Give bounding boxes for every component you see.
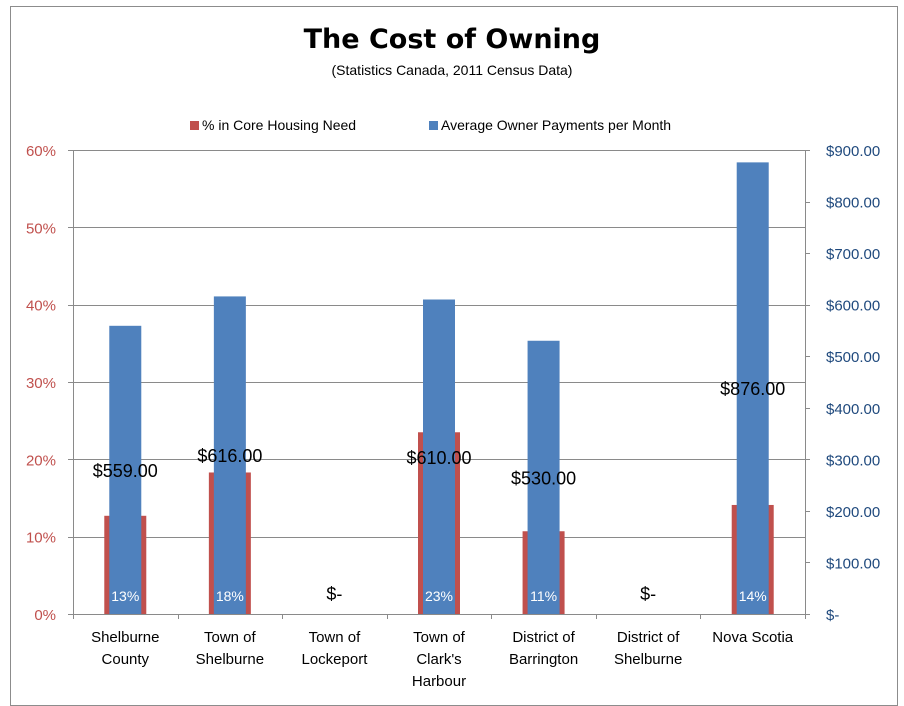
category-label: Town of [204,629,257,646]
right-tick-label: $400.00 [826,401,880,418]
data-label-owner-payments: $616.00 [197,446,262,466]
chart-title: The Cost of Owning [303,24,601,55]
category-label: Town of [413,629,466,646]
legend-label-core-housing-need: % in Core Housing Need [202,117,357,133]
category-label: District of [617,629,680,646]
right-tick-label: $500.00 [826,349,880,366]
category-label: Shelburne [91,629,159,646]
bar-owner-payments [423,299,455,614]
right-tick-label: $800.00 [826,195,880,212]
data-label-core-housing-need: 14% [739,588,767,604]
bar-owner-payments [109,325,142,614]
category-label: Lockeport [301,651,368,668]
data-label-owner-payments: $559.00 [93,461,158,481]
category-label: Shelburne [196,651,264,668]
right-tick-label: $100.00 [826,555,880,572]
category-label: District of [512,629,575,646]
data-label-owner-payments: $- [326,584,342,604]
data-label-owner-payments: $876.00 [720,379,785,399]
data-label-owner-payments: $530.00 [511,468,576,488]
legend-swatch-owner-payments [429,120,438,130]
bar-owner-payments [527,340,560,614]
legend-item-owner-payments: Average Owner Payments per Month [429,117,671,133]
bar-owner-payments [213,296,246,614]
legend-label-owner-payments: Average Owner Payments per Month [441,117,672,133]
category-label: Harbour [412,673,466,690]
left-tick-label: 30% [26,375,56,392]
left-tick-label: 10% [26,530,56,547]
left-tick-label: 60% [26,143,56,160]
left-tick-label: 40% [26,298,56,315]
legend-swatch-core-housing-need [190,120,199,130]
category-label: Clark's [416,651,461,668]
right-tick-label: $200.00 [826,504,880,521]
data-label-core-housing-need: 18% [216,588,244,604]
legend-item-core-housing-need: % in Core Housing Need [190,117,356,133]
bar-owner-payments [736,162,769,614]
right-tick-label: $700.00 [826,246,880,263]
left-tick-label: 20% [26,452,56,469]
right-tick-label: $300.00 [826,452,880,469]
left-tick-label: 0% [34,607,56,624]
left-tick-label: 50% [26,220,56,237]
right-tick-label: $- [826,607,839,624]
category-label: County [102,651,150,668]
data-label-core-housing-need: 23% [425,588,453,604]
category-label: Town of [309,629,362,646]
data-label-core-housing-need: 11% [530,588,557,604]
right-tick-label: $600.00 [826,298,880,315]
data-label-owner-payments: $- [640,584,656,604]
data-label-core-housing-need: 13% [111,588,139,604]
chart-subtitle: (Statistics Canada, 2011 Census Data) [331,62,573,78]
data-label-owner-payments: $610.00 [406,448,471,468]
category-label: Barrington [509,651,578,668]
right-tick-label: $900.00 [826,143,880,160]
category-label: Nova Scotia [712,629,794,646]
category-label: Shelburne [614,651,682,668]
